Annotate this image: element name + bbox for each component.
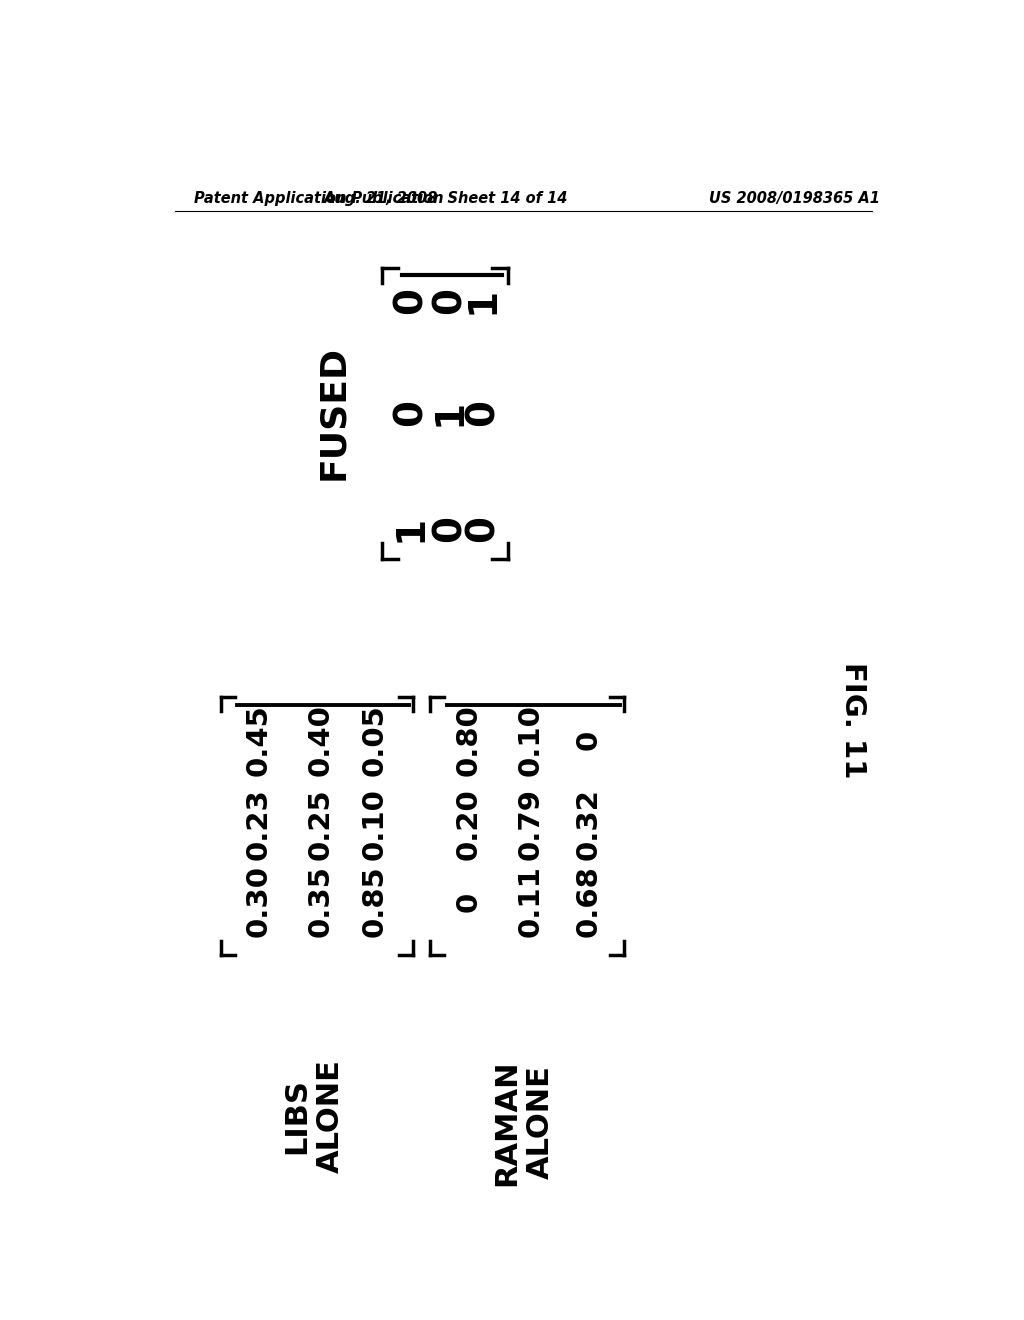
Text: 0.23: 0.23 — [244, 788, 272, 861]
Text: 0.10: 0.10 — [517, 704, 545, 776]
Text: 0.30: 0.30 — [244, 866, 272, 937]
Text: LIBS
ALONE: LIBS ALONE — [283, 1059, 345, 1173]
Text: 0: 0 — [431, 515, 469, 541]
Text: FUSED: FUSED — [316, 345, 350, 480]
Text: RAMAN
ALONE: RAMAN ALONE — [492, 1059, 555, 1185]
Text: 0: 0 — [464, 399, 502, 426]
Text: 0.40: 0.40 — [306, 704, 334, 776]
Text: Aug. 21, 2008  Sheet 14 of 14: Aug. 21, 2008 Sheet 14 of 14 — [324, 191, 568, 206]
Text: FIG. 11: FIG. 11 — [839, 663, 866, 779]
Text: 0: 0 — [464, 515, 502, 541]
Text: US 2008/0198365 A1: US 2008/0198365 A1 — [710, 191, 880, 206]
Text: 0: 0 — [431, 288, 469, 314]
Text: 0.35: 0.35 — [306, 866, 334, 937]
Text: 0: 0 — [575, 730, 603, 750]
Text: 0.85: 0.85 — [360, 866, 388, 937]
Text: 0: 0 — [392, 399, 430, 426]
Text: Patent Application Publication: Patent Application Publication — [194, 191, 443, 206]
Text: 0.10: 0.10 — [360, 788, 388, 861]
Text: 1: 1 — [431, 399, 469, 426]
Text: 0.32: 0.32 — [575, 788, 603, 861]
Text: 1: 1 — [392, 515, 430, 541]
Text: 0.79: 0.79 — [517, 788, 545, 861]
Text: 0.05: 0.05 — [360, 704, 388, 776]
Text: 0.45: 0.45 — [244, 704, 272, 776]
Text: 0.11: 0.11 — [517, 866, 545, 937]
Text: 0: 0 — [392, 288, 430, 314]
Text: 0.80: 0.80 — [455, 704, 483, 776]
Text: 0.68: 0.68 — [575, 866, 603, 937]
Text: 0.25: 0.25 — [306, 788, 334, 861]
Text: 1: 1 — [464, 288, 502, 314]
Text: 0.20: 0.20 — [455, 788, 483, 861]
Text: 0: 0 — [455, 891, 483, 912]
